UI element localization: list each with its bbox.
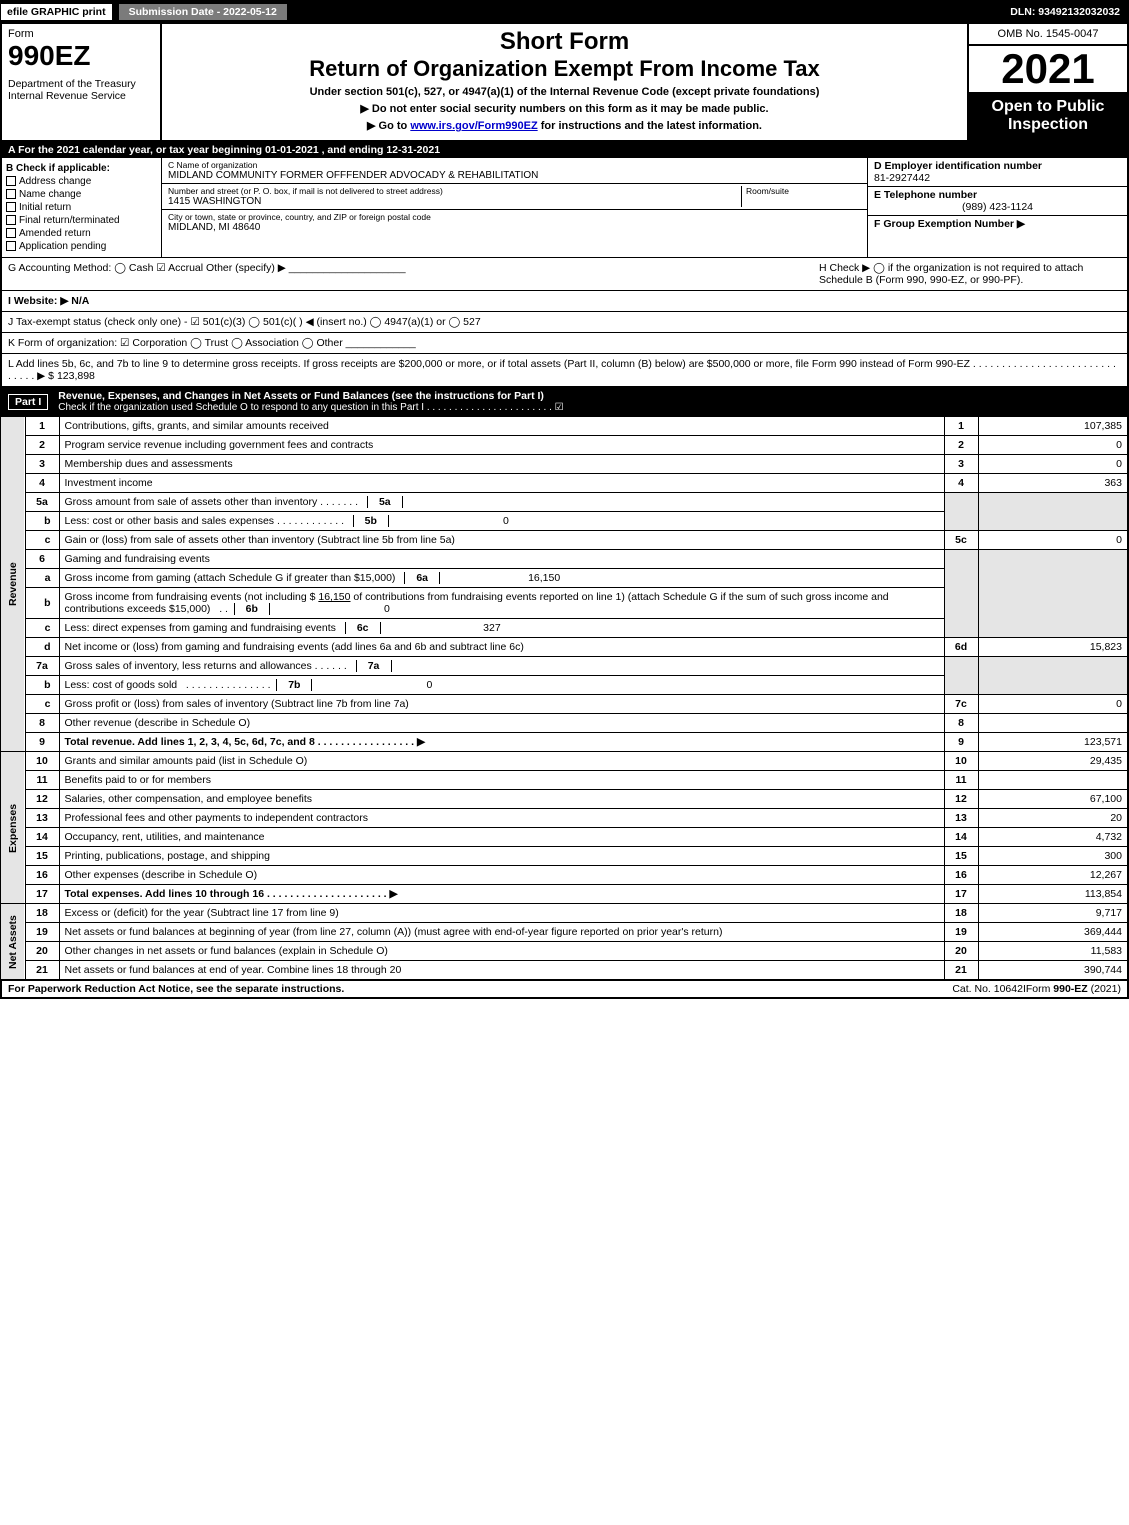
section-c: C Name of organization MIDLAND COMMUNITY…	[162, 158, 867, 257]
room-label: Room/suite	[746, 186, 861, 196]
goto-post: for instructions and the latest informat…	[538, 120, 762, 132]
b-opt-pending[interactable]: Application pending	[6, 240, 157, 253]
revenue-side-label: Revenue	[1, 417, 25, 752]
footer-mid: Cat. No. 10642I	[952, 983, 1026, 995]
telephone: (989) 423-1124	[874, 201, 1121, 213]
donot-note: ▶ Do not enter social security numbers o…	[166, 102, 963, 115]
footer-left: For Paperwork Reduction Act Notice, see …	[8, 983, 952, 995]
line-desc: Contributions, gifts, grants, and simila…	[59, 417, 944, 436]
c-label: C Name of organization	[168, 160, 861, 170]
row-a: A For the 2021 calendar year, or tax yea…	[0, 142, 1129, 158]
under-section: Under section 501(c), 527, or 4947(a)(1)…	[166, 86, 963, 98]
line-amt: 107,385	[978, 417, 1128, 436]
efile-label[interactable]: efile GRAPHIC print	[1, 4, 114, 20]
top-bar: efile GRAPHIC print Submission Date - 20…	[0, 0, 1129, 24]
addr-label: Number and street (or P. O. box, if mail…	[168, 186, 741, 196]
row-g-h: G Accounting Method: ◯ Cash ☑ Accrual Ot…	[0, 258, 1129, 291]
header-left: Form 990EZ Department of the Treasury In…	[2, 24, 162, 140]
header-mid: Short Form Return of Organization Exempt…	[162, 24, 967, 140]
form-label: Form	[8, 28, 154, 40]
l-amount: 123,898	[57, 370, 95, 382]
b-opt-final[interactable]: Final return/terminated	[6, 214, 157, 227]
d-label: D Employer identification number	[874, 160, 1121, 172]
part1-title: Revenue, Expenses, and Changes in Net As…	[58, 390, 1121, 402]
footer-right: Form 990-EZ (2021)	[1026, 983, 1121, 995]
line-num: 1	[25, 417, 59, 436]
omb-number: OMB No. 1545-0047	[969, 24, 1127, 46]
netassets-side-label: Net Assets	[1, 904, 25, 980]
b-opt-address[interactable]: Address change	[6, 175, 157, 188]
open-public: Open to Public Inspection	[969, 92, 1127, 140]
short-form-title: Short Form	[166, 28, 963, 56]
part1-header: Part I Revenue, Expenses, and Changes in…	[0, 387, 1129, 416]
row-j-tax-status: J Tax-exempt status (check only one) - ☑…	[0, 312, 1129, 333]
tax-year: 2021	[969, 46, 1127, 92]
org-name: MIDLAND COMMUNITY FORMER OFFFENDER ADVOC…	[168, 170, 861, 181]
section-def: D Employer identification number 81-2927…	[867, 158, 1127, 257]
row-k-org-form: K Form of organization: ☑ Corporation ◯ …	[0, 333, 1129, 354]
goto-pre: ▶ Go to	[367, 120, 410, 132]
submission-date: Submission Date - 2022-05-12	[118, 3, 288, 21]
expenses-side-label: Expenses	[1, 752, 25, 904]
accounting-method: G Accounting Method: ◯ Cash ☑ Accrual Ot…	[8, 262, 811, 286]
section-b: B Check if applicable: Address change Na…	[2, 158, 162, 257]
row-i-website: I Website: ▶ N/A	[0, 291, 1129, 312]
b-opt-name[interactable]: Name change	[6, 188, 157, 201]
irs-link[interactable]: www.irs.gov/Form990EZ	[410, 120, 537, 132]
part1-label: Part I	[8, 394, 48, 410]
form-header: Form 990EZ Department of the Treasury In…	[0, 24, 1129, 142]
footer: For Paperwork Reduction Act Notice, see …	[0, 980, 1129, 999]
city-value: MIDLAND, MI 48640	[168, 222, 861, 233]
part1-table: Revenue 1Contributions, gifts, grants, a…	[0, 416, 1129, 980]
f-label: F Group Exemption Number ▶	[874, 218, 1121, 230]
header-right: OMB No. 1545-0047 2021 Open to Public In…	[967, 24, 1127, 140]
section-b-block: B Check if applicable: Address change Na…	[0, 158, 1129, 258]
b-title: B Check if applicable:	[6, 162, 157, 175]
dln: DLN: 93492132032032	[1002, 4, 1128, 20]
return-title: Return of Organization Exempt From Incom…	[166, 56, 963, 82]
addr-value: 1415 WASHINGTON	[168, 196, 741, 207]
form-number: 990EZ	[8, 40, 154, 72]
city-label: City or town, state or province, country…	[168, 212, 861, 222]
ein: 81-2927442	[874, 172, 1121, 184]
dept-label: Department of the Treasury Internal Reve…	[8, 78, 154, 102]
b-opt-initial[interactable]: Initial return	[6, 201, 157, 214]
e-label: E Telephone number	[874, 189, 1121, 201]
b-opt-amended[interactable]: Amended return	[6, 227, 157, 240]
row-l-gross-receipts: L Add lines 5b, 6c, and 7b to line 9 to …	[0, 354, 1129, 387]
goto-note: ▶ Go to www.irs.gov/Form990EZ for instru…	[166, 119, 963, 132]
h-check: H Check ▶ ◯ if the organization is not r…	[811, 262, 1121, 286]
part1-check: Check if the organization used Schedule …	[58, 402, 1121, 413]
l-text: L Add lines 5b, 6c, and 7b to line 9 to …	[8, 358, 1116, 382]
